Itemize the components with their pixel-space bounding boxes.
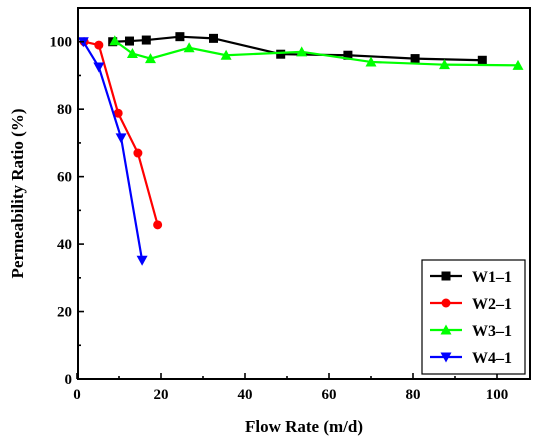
y-tick-label-1: 0: [65, 372, 73, 388]
data-point-s4-3: [115, 133, 127, 144]
series-line-1: [112, 35, 483, 62]
legend-label-1: W1–1: [472, 269, 512, 286]
series-line-3: [114, 39, 519, 67]
data-point-s3-2: [126, 48, 138, 59]
series-layer: [77, 32, 524, 266]
x-tick-label-2: 20: [154, 387, 169, 403]
legend-box: [421, 259, 526, 375]
y-tick-label-6: 100: [50, 35, 73, 51]
data-point-s3-8: [439, 59, 450, 70]
y-tick-label-5: 80: [57, 102, 72, 118]
data-point-s3-5: [220, 49, 232, 60]
y-axis-title: Permeability Ratio (%): [8, 109, 27, 279]
data-point-s4-2: [93, 62, 105, 73]
data-point-s2-3: [113, 108, 123, 118]
legend-marker-4: [440, 352, 452, 363]
data-point-s3-3: [145, 53, 156, 64]
plot-frame: [77, 7, 531, 380]
legend: W1–1 W2–1 W3–1 W4–1: [421, 259, 526, 375]
plot-area-border: [77, 7, 531, 380]
x-tick-label-3: 40: [238, 387, 253, 403]
legend-label-3: W3–1: [472, 323, 512, 340]
x-tick-label-1: 0: [73, 387, 81, 403]
data-point-s2-5: [153, 220, 163, 230]
data-point-s3-6: [296, 46, 308, 57]
x-axis-title: Flow Rate (m/d): [245, 417, 363, 436]
data-point-s1-5: [209, 33, 218, 43]
data-point-s1-8: [410, 54, 420, 64]
series-line-4: [82, 41, 144, 261]
data-point-s1-6: [276, 49, 286, 59]
y-tick-label-3: 40: [57, 237, 72, 253]
y-tick-label-4: 60: [57, 170, 72, 186]
x-tick-label-4: 60: [322, 387, 337, 403]
data-point-s1-2: [125, 36, 134, 46]
series-line-2: [83, 40, 159, 226]
data-point-s1-9: [477, 55, 487, 65]
legend-marker-1: [441, 271, 451, 281]
data-point-s2-4: [133, 148, 143, 158]
axis-ticks: 0 20 40 60 80 100 0 20 40 60 80 100: [50, 35, 509, 403]
data-point-s3-7: [365, 56, 377, 67]
y-tick-label-2: 20: [57, 305, 72, 321]
data-point-s3-4: [183, 42, 195, 53]
data-point-s3-9: [512, 59, 524, 70]
data-point-s2-2: [94, 40, 104, 50]
data-point-s3-1: [109, 35, 121, 46]
data-point-s1-4: [175, 32, 185, 42]
data-point-s4-4: [136, 255, 148, 266]
legend-marker-3: [440, 324, 452, 335]
data-point-s1-3: [141, 35, 151, 45]
legend-marker-2: [441, 298, 451, 308]
data-point-s1-7: [343, 50, 353, 60]
x-tick-label-5: 80: [406, 387, 421, 403]
x-tick-label-6: 100: [486, 387, 509, 403]
legend-label-2: W2–1: [472, 296, 512, 313]
legend-label-4: W4–1: [472, 350, 512, 367]
